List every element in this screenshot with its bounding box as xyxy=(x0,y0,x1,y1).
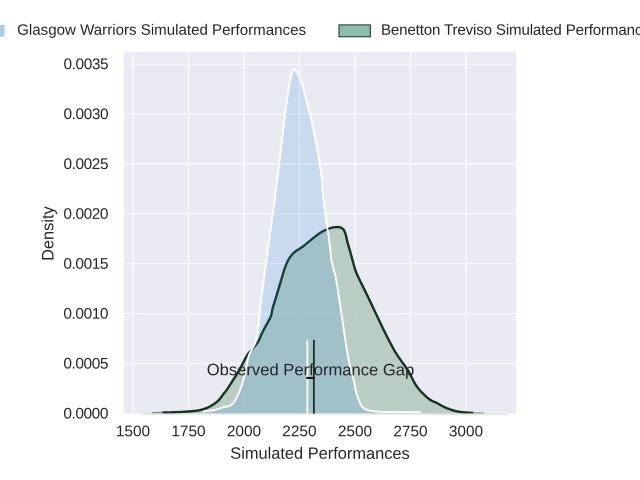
svg-text:0.0035: 0.0035 xyxy=(63,56,108,73)
svg-text:Simulated Performances: Simulated Performances xyxy=(230,445,409,463)
svg-text:0.0025: 0.0025 xyxy=(63,156,108,173)
svg-text:2000: 2000 xyxy=(227,423,261,440)
svg-text:2500: 2500 xyxy=(338,423,372,440)
svg-text:2750: 2750 xyxy=(393,423,427,440)
svg-text:Glasgow Warriors Simulated Per: Glasgow Warriors Simulated Performances xyxy=(17,22,306,39)
svg-text:3000: 3000 xyxy=(449,423,483,440)
svg-text:0.0005: 0.0005 xyxy=(63,356,108,373)
svg-text:1500: 1500 xyxy=(116,423,150,440)
svg-text:Benetton Treviso Simulated Per: Benetton Treviso Simulated Performances xyxy=(381,22,640,39)
svg-text:1750: 1750 xyxy=(171,423,205,440)
svg-text:0.0020: 0.0020 xyxy=(63,206,108,223)
svg-text:0.0010: 0.0010 xyxy=(63,306,108,323)
svg-text:0.0015: 0.0015 xyxy=(63,256,108,273)
svg-text:Observed Performance Gap: Observed Performance Gap xyxy=(207,360,415,379)
svg-text:2250: 2250 xyxy=(282,423,316,440)
svg-text:0.0030: 0.0030 xyxy=(63,106,108,123)
svg-text:0.0000: 0.0000 xyxy=(63,405,108,422)
svg-text:Density: Density xyxy=(40,205,58,260)
